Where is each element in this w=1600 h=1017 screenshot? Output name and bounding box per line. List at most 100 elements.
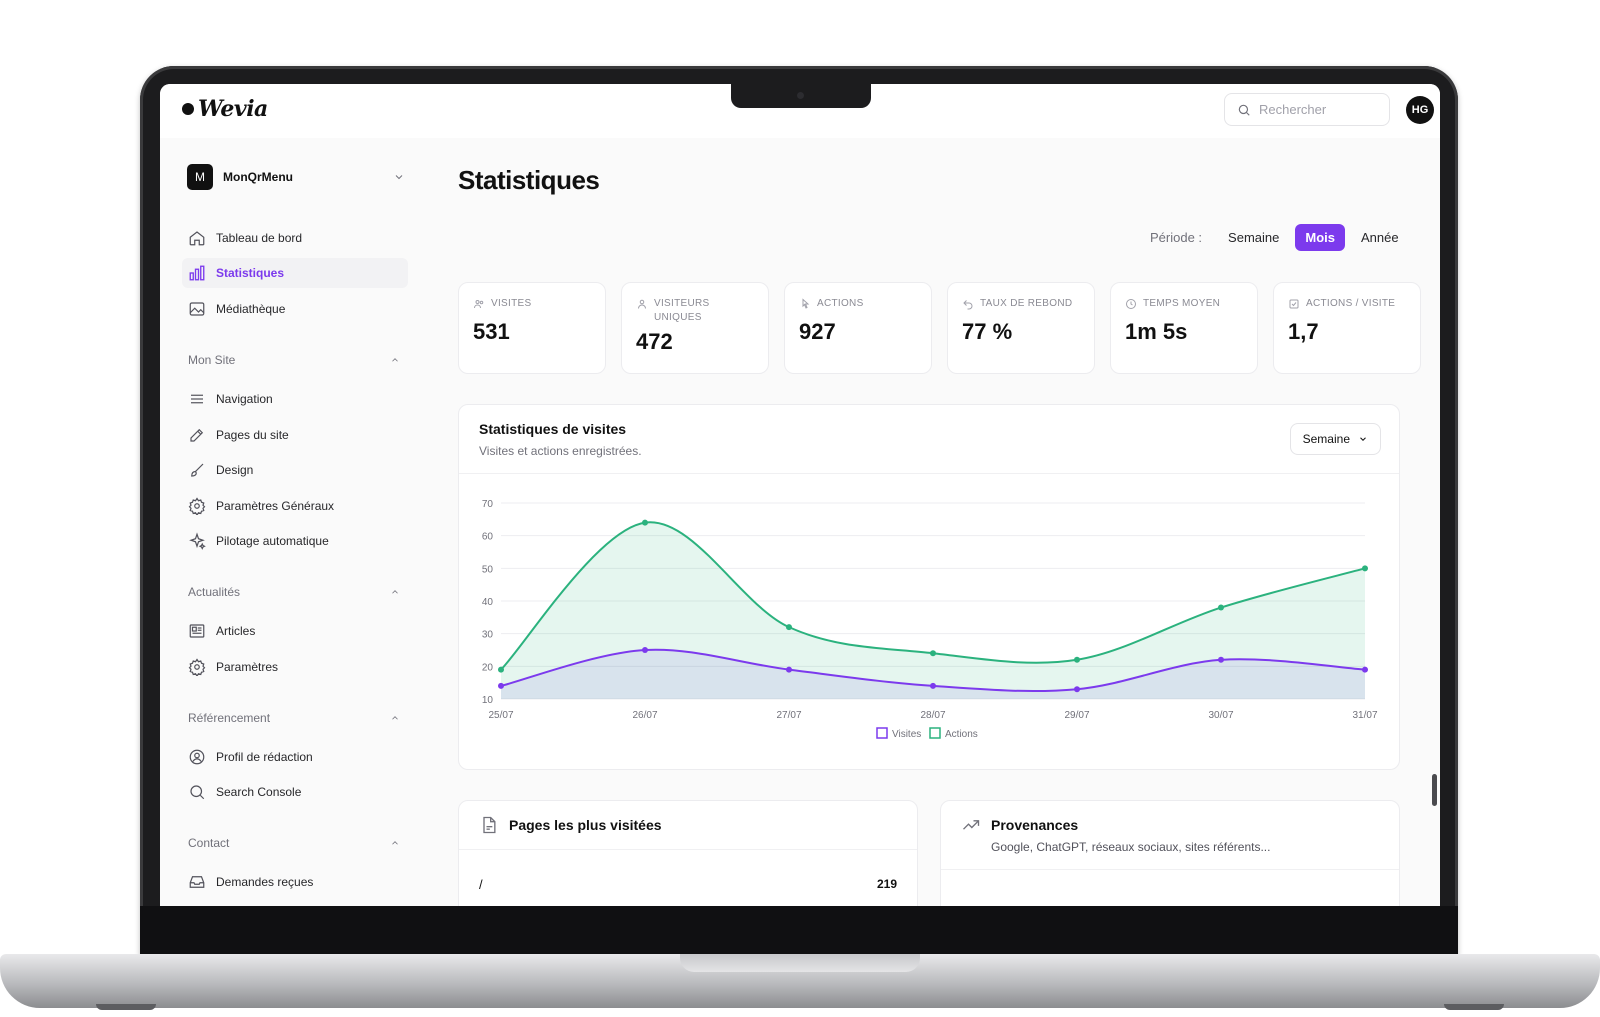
- top-pages-title: Pages les plus visitées: [509, 817, 662, 833]
- data-point-visites: [642, 647, 648, 653]
- kpi-value: 927: [799, 319, 836, 344]
- data-point-actions: [786, 624, 792, 631]
- data-point-visites: [786, 666, 792, 673]
- section-header-referencement[interactable]: Référencement: [188, 711, 400, 725]
- data-point-actions: [1362, 565, 1368, 572]
- user-circle-icon: [189, 749, 205, 765]
- sidebar-item-parametres[interactable]: Paramètres: [182, 652, 408, 682]
- screen: Wevia Rechercher HG M MonQrMenu Tableau …: [160, 84, 1440, 906]
- kpi-value: 472: [636, 329, 673, 354]
- x-tick-label: 28/07: [920, 710, 945, 721]
- sidebar-item-label: Navigation: [216, 392, 273, 406]
- legend-label: Visites: [892, 729, 921, 740]
- section-header-mon-site[interactable]: Mon Site: [188, 353, 400, 367]
- chevron-up-icon: [392, 590, 398, 594]
- sidebar-item-label: Demandes reçues: [216, 875, 314, 889]
- sidebar-item-design[interactable]: Design: [182, 455, 408, 485]
- data-point-visites: [1218, 656, 1224, 663]
- kpi-label: VISITES: [491, 298, 532, 309]
- page-path[interactable]: /: [479, 877, 483, 892]
- kpi-card-visiteurs-uniques: VISITEURS UNIQUES 472: [621, 282, 769, 374]
- period-label: Période :: [1150, 230, 1203, 245]
- logo[interactable]: Wevia: [182, 96, 268, 122]
- checklist-icon: [1289, 299, 1299, 309]
- laptop-base-notch: [680, 954, 920, 972]
- x-tick-label: 31/07: [1352, 710, 1377, 721]
- y-tick-label: 20: [482, 662, 494, 673]
- section-title: Mon Site: [188, 353, 236, 367]
- y-tick-label: 70: [482, 499, 494, 510]
- top-bar: Wevia Rechercher HG: [160, 84, 1440, 138]
- pointer-icon: [802, 298, 810, 309]
- sidebar-item-articles[interactable]: Articles: [182, 616, 408, 646]
- y-tick-label: 50: [482, 564, 494, 575]
- sidebar-item-label: Paramètres Généraux: [216, 499, 335, 513]
- sidebar-item-profil-de-redaction[interactable]: Profil de rédaction: [182, 742, 408, 772]
- kpi-label: TEMPS MOYEN: [1143, 298, 1221, 309]
- legend-label: Actions: [945, 729, 978, 740]
- section-title: Référencement: [188, 711, 271, 725]
- sidebar: M MonQrMenu Tableau de bord Statistiques…: [160, 138, 430, 906]
- gear-icon: [188, 497, 206, 515]
- kpi-card-actions: ACTIONS 927: [784, 282, 932, 374]
- scrollbar-thumb[interactable]: [1432, 774, 1437, 806]
- y-tick-label: 10: [482, 695, 494, 706]
- avatar[interactable]: HG: [1406, 96, 1434, 124]
- sidebar-item-statistiques[interactable]: Statistiques: [182, 258, 408, 288]
- sources-title: Provenances: [991, 817, 1079, 833]
- data-point-actions: [1074, 656, 1080, 663]
- sidebar-item-search-console[interactable]: Search Console: [182, 777, 408, 807]
- series-area-visites: [501, 649, 1365, 699]
- x-tick-label: 27/07: [776, 710, 801, 721]
- kpi-label: ACTIONS: [817, 298, 864, 309]
- section-header-actualites[interactable]: Actualités: [188, 585, 400, 599]
- users-icon: [474, 300, 484, 309]
- sidebar-item-label: Design: [216, 463, 254, 477]
- kpi-value: 1m 5s: [1125, 319, 1188, 344]
- sidebar-item-parametres-generaux[interactable]: Paramètres Généraux: [182, 491, 408, 521]
- site-switcher[interactable]: M MonQrMenu: [187, 163, 405, 191]
- bar-chart-icon: [189, 265, 205, 281]
- section-title: Actualités: [188, 585, 241, 599]
- x-tick-label: 25/07: [488, 710, 513, 721]
- chevron-down-icon: [395, 175, 403, 180]
- sidebar-item-navigation[interactable]: Navigation: [182, 384, 408, 414]
- sidebar-item-mediatheque[interactable]: Médiathèque: [182, 294, 408, 324]
- period-week-button[interactable]: Semaine: [1228, 230, 1280, 245]
- data-point-visites: [498, 682, 504, 689]
- data-point-actions: [498, 666, 504, 673]
- sidebar-item-tableau-de-bord[interactable]: Tableau de bord: [182, 223, 408, 253]
- period-month-button[interactable]: Mois: [1295, 224, 1345, 251]
- sidebar-item-pages-du-site[interactable]: Pages du site: [182, 420, 408, 450]
- chart-range-select[interactable]: Semaine: [1289, 423, 1381, 455]
- brush-icon: [191, 463, 204, 477]
- kpi-row: VISITES 531 VISITEURS UNIQUES 472 ACTION…: [458, 282, 1421, 374]
- y-tick-label: 30: [482, 630, 494, 641]
- legend-swatch: [929, 727, 941, 739]
- sidebar-item-label: Pages du site: [216, 428, 289, 442]
- legend-swatch: [876, 727, 888, 739]
- period-year-button[interactable]: Année: [1360, 230, 1399, 245]
- sidebar-item-pilotage-automatique[interactable]: Pilotage automatique: [182, 526, 408, 556]
- data-point-visites: [930, 682, 936, 689]
- kpi-value: 1,7: [1288, 319, 1319, 344]
- top-pages-card: Pages les plus visitées / 219: [458, 800, 918, 906]
- section-header-contact[interactable]: Contact: [188, 836, 400, 850]
- sources-card: Provenances Google, ChatGPT, réseaux soc…: [940, 800, 1400, 906]
- page-visit-count: 219: [876, 877, 897, 891]
- site-name: MonQrMenu: [223, 170, 293, 184]
- sidebar-item-demandes-recues[interactable]: Demandes reçues: [182, 867, 408, 897]
- sidebar-item-label: Pilotage automatique: [216, 534, 329, 548]
- card-divider: [941, 869, 1399, 870]
- kpi-label: ACTIONS / VISITE: [1306, 298, 1396, 309]
- kpi-card-taux-de-rebond: TAUX DE REBOND 77 %: [947, 282, 1095, 374]
- edit-icon: [190, 428, 204, 442]
- search-input[interactable]: Rechercher: [1224, 93, 1390, 126]
- sidebar-item-label: Statistiques: [216, 266, 285, 280]
- logo-mark-icon: [182, 103, 194, 115]
- page-title: Statistiques: [458, 165, 600, 195]
- sparkle-icon: [189, 532, 206, 550]
- laptop-foot: [1444, 1004, 1504, 1010]
- chart-range-value: Semaine: [1302, 432, 1350, 446]
- image-icon: [189, 302, 205, 316]
